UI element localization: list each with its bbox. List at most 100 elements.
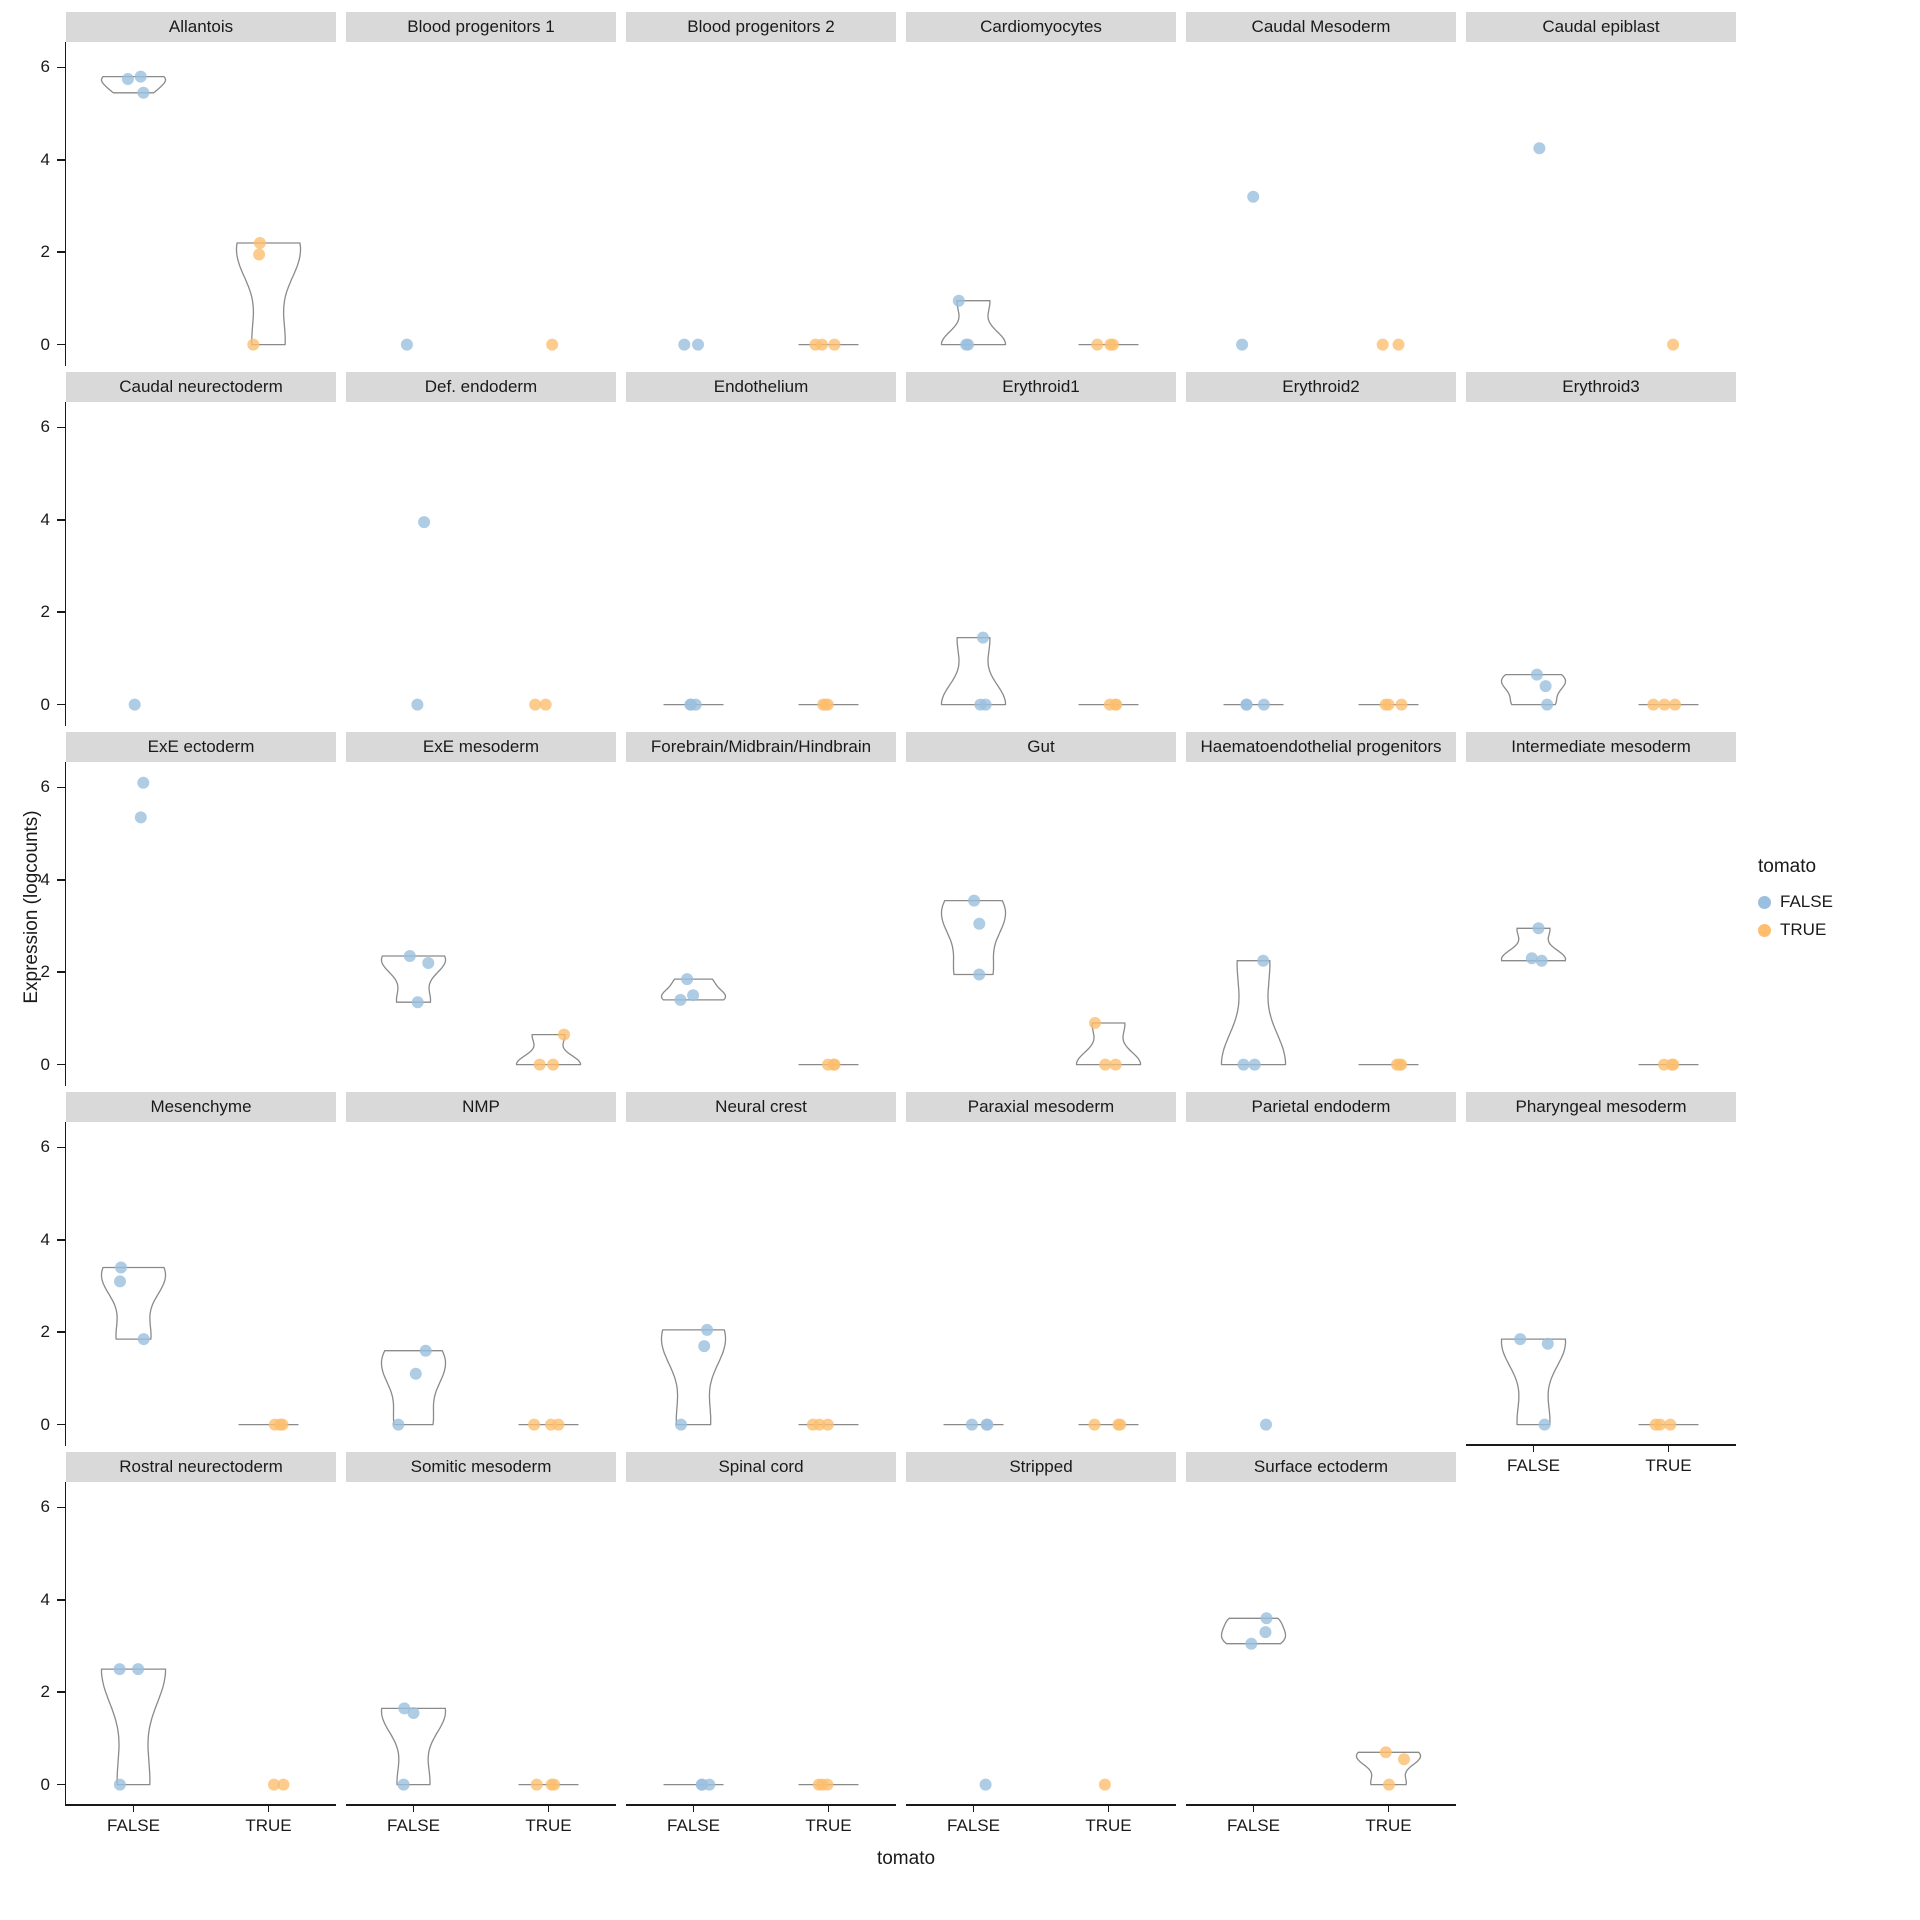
y-tick-mark [57, 879, 65, 881]
y-tick-label: 6 [40, 777, 50, 797]
data-point [1259, 1626, 1272, 1639]
x-tick-label: FALSE [1507, 1456, 1560, 1475]
data-point [546, 338, 559, 351]
data-point [530, 1778, 543, 1791]
data-point [821, 1418, 834, 1431]
x-tick-label: FALSE [387, 1816, 440, 1835]
x-tick-mark [547, 1804, 550, 1812]
data-point [137, 86, 150, 99]
data-point [979, 698, 992, 711]
legend-item-false: FALSE [1758, 888, 1833, 916]
x-tick-label: TRUE [1085, 1816, 1132, 1835]
y-tick-label: 6 [40, 1137, 50, 1157]
facet-strip-surface-ectoderm: Surface ectoderm [1186, 1452, 1456, 1482]
y-tick-label: 4 [40, 509, 50, 529]
data-point [681, 973, 694, 986]
data-point [113, 1778, 126, 1791]
violin-outline [940, 300, 1007, 346]
data-point [678, 338, 691, 351]
facet-plot-surface-ectoderm [1220, 1612, 1422, 1791]
facet-plot-blood-progenitors-1 [400, 338, 559, 351]
data-point [115, 1261, 127, 1274]
data-point [1395, 1058, 1408, 1071]
data-point [400, 338, 413, 351]
x-tick-mark [267, 1804, 270, 1812]
data-point [973, 917, 986, 930]
facet-plot-erythroid3 [1500, 668, 1699, 711]
facet-panel-stripped [906, 1482, 1176, 1804]
x-tick-label: FALSE [107, 1816, 160, 1835]
violin-outline [380, 955, 447, 1003]
facet-strip-neural-crest: Neural crest [626, 1092, 896, 1122]
y-tick-mark [57, 159, 65, 161]
y-tick-label: 2 [40, 1682, 50, 1702]
y-tick-label: 2 [40, 1322, 50, 1342]
facet-panel-allantois [66, 42, 336, 364]
facet-plot-intermediate-mesoderm [1500, 922, 1699, 1071]
x-tick-mark [972, 1804, 975, 1812]
facet-plot-paraxial-mesoderm [943, 1418, 1139, 1431]
data-point [1245, 1637, 1258, 1650]
facet-plot-neural-crest [660, 1323, 859, 1431]
facet-panel-caudal-epiblast [1466, 42, 1736, 364]
violin-outline [515, 1033, 582, 1066]
facet-panel-gut [906, 762, 1176, 1084]
data-point [1260, 1612, 1273, 1625]
y-tick-label: 6 [40, 57, 50, 77]
violin-outline [1220, 960, 1287, 1066]
y-tick-label: 0 [40, 1774, 50, 1794]
y-tick-label: 0 [40, 694, 50, 714]
legend-item-label: TRUE [1780, 920, 1827, 939]
data-point [411, 698, 424, 711]
x-axis-line [1466, 1444, 1736, 1446]
x-tick-label: TRUE [525, 1816, 572, 1835]
x-axis-line [66, 1804, 336, 1806]
facet-strip-caudal-neurectoderm: Caudal neurectoderm [66, 372, 336, 402]
violin-outline [1500, 1338, 1567, 1426]
x-tick-mark [412, 1804, 415, 1812]
facet-panel-def-endoderm [346, 402, 616, 724]
data-point [1376, 338, 1389, 351]
data-point [545, 1418, 557, 1431]
data-point [1532, 922, 1545, 935]
x-tick-label: FALSE [667, 1816, 720, 1835]
violin-outline [380, 1707, 447, 1786]
facet-plot-gut [940, 894, 1142, 1071]
data-point [1257, 954, 1270, 967]
violin-outline [100, 1668, 167, 1786]
data-point [684, 698, 697, 711]
data-point [1260, 1418, 1272, 1431]
x-axis-title: tomato [876, 1848, 936, 1869]
facet-panel-erythroid3 [1466, 402, 1736, 724]
facet-panel-blood-progenitors-2 [626, 42, 896, 364]
violin-outline [1220, 1617, 1287, 1645]
facet-strip-rostral-neurectoderm: Rostral neurectoderm [66, 1452, 336, 1482]
data-point [558, 1028, 570, 1041]
facet-panel-pharyngeal-mesoderm [1466, 1122, 1736, 1444]
data-point [533, 1058, 546, 1071]
y-tick-label: 2 [40, 602, 50, 622]
y-tick-label: 2 [40, 242, 50, 262]
data-point [1398, 1753, 1410, 1766]
y-axis-title: Expression (logcounts) [21, 810, 42, 1004]
data-point [1248, 1058, 1261, 1071]
y-tick-label: 0 [40, 1414, 50, 1434]
data-point [821, 1778, 834, 1791]
x-tick-mark [1667, 1444, 1670, 1452]
data-point [1539, 680, 1552, 693]
facet-strip-parietal-endoderm: Parietal endoderm [1186, 1092, 1456, 1122]
facet-strip-exe-ectoderm: ExE ectoderm [66, 732, 336, 762]
data-point [692, 338, 704, 351]
data-point [1088, 1418, 1101, 1431]
facet-panel-cardiomyocytes [906, 42, 1176, 364]
data-point [696, 1778, 708, 1791]
legend-key-dot-icon [1758, 923, 1771, 937]
facet-strip-blood-progenitors-1: Blood progenitors 1 [346, 12, 616, 42]
data-point [675, 1418, 687, 1431]
data-point [528, 1418, 541, 1431]
y-tick-mark [57, 1506, 65, 1509]
y-tick-mark [57, 66, 65, 69]
data-point [274, 1418, 287, 1431]
legend-items: FALSE TRUE [1758, 888, 1833, 944]
